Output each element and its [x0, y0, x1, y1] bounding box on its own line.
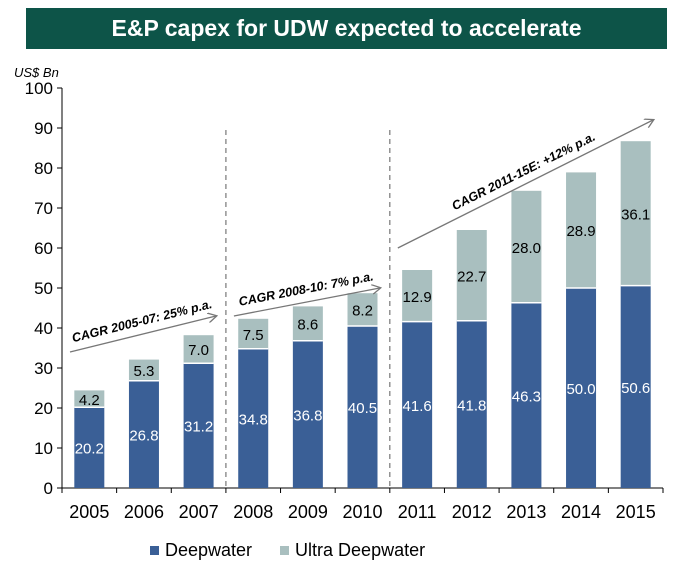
y-tick-label: 40 [34, 319, 53, 338]
legend-label-deepwater: Deepwater [165, 540, 253, 560]
x-tick-label: 2006 [124, 502, 164, 522]
data-label-ultra-deepwater: 28.0 [512, 240, 541, 257]
bar-ultra-deepwater [456, 230, 487, 321]
data-label-deepwater: 36.8 [293, 407, 322, 424]
bar-deepwater [347, 326, 378, 488]
y-tick-label: 80 [34, 159, 53, 178]
data-label-ultra-deepwater: 5.3 [134, 363, 155, 380]
bar-deepwater [456, 320, 487, 488]
legend-swatch-deepwater [150, 546, 159, 555]
x-tick-label: 2012 [452, 502, 492, 522]
data-label-ultra-deepwater: 8.2 [352, 303, 373, 320]
bar-deepwater [511, 302, 542, 488]
y-tick-label: 20 [34, 399, 53, 418]
data-label-deepwater: 50.0 [566, 381, 595, 398]
cagr-arrow [397, 120, 653, 249]
data-label-ultra-deepwater: 12.9 [403, 289, 432, 306]
bar-ultra-deepwater [511, 190, 542, 303]
data-label-ultra-deepwater: 8.6 [297, 317, 318, 334]
data-label-deepwater: 26.8 [129, 427, 158, 444]
y-tick-label: 0 [44, 479, 53, 498]
legend-swatch-ultra-deepwater [280, 546, 290, 555]
data-label-ultra-deepwater: 7.0 [188, 342, 209, 359]
data-label-ultra-deepwater: 4.2 [79, 392, 100, 409]
y-tick-label: 70 [34, 199, 53, 218]
x-tick-label: 2010 [342, 502, 382, 522]
y-tick-label: 100 [25, 79, 53, 98]
bar-ultra-deepwater [183, 335, 214, 364]
bar-deepwater [402, 321, 433, 488]
legend-label-ultra-deepwater: Ultra Deepwater [295, 540, 426, 560]
legend-item-ultra-deepwater: Ultra Deepwater [280, 540, 425, 561]
legend: Deepwater Ultra Deepwater [150, 540, 425, 561]
x-tick-label: 2013 [506, 502, 546, 522]
x-tick-label: 2007 [179, 502, 219, 522]
bar-ultra-deepwater [74, 390, 105, 408]
x-tick-label: 2015 [616, 502, 656, 522]
bar-deepwater [620, 285, 651, 488]
data-label-deepwater: 20.2 [75, 441, 104, 458]
cagr-arrow [69, 316, 216, 353]
x-tick-label: 2005 [69, 502, 109, 522]
bar-deepwater [292, 340, 323, 488]
data-label-deepwater: 46.3 [512, 388, 541, 405]
data-label-deepwater: 31.2 [184, 419, 213, 436]
bar-ultra-deepwater [238, 318, 269, 349]
data-label-ultra-deepwater: 22.7 [457, 268, 486, 285]
data-label-deepwater: 34.8 [239, 411, 268, 428]
bar-ultra-deepwater [128, 359, 159, 381]
bar-deepwater [566, 288, 597, 488]
x-tick-label: 2008 [233, 502, 273, 522]
data-label-deepwater: 41.8 [457, 397, 486, 414]
bar-ultra-deepwater [566, 172, 597, 288]
y-tick-label: 90 [34, 119, 53, 138]
data-label-ultra-deepwater: 28.9 [566, 223, 595, 240]
chart-title: E&P capex for UDW expected to accelerate [26, 8, 667, 49]
y-tick-label: 10 [34, 439, 53, 458]
x-tick-label: 2009 [288, 502, 328, 522]
y-axis-label: US$ Bn [14, 65, 59, 80]
x-tick-label: 2011 [398, 502, 437, 522]
bar-ultra-deepwater [292, 306, 323, 341]
legend-item-deepwater: Deepwater [150, 540, 252, 561]
x-tick-label: 2014 [561, 502, 601, 522]
bar-ultra-deepwater [620, 141, 651, 286]
bar-ultra-deepwater [402, 270, 433, 322]
data-label-ultra-deepwater: 7.5 [243, 327, 264, 344]
cagr-arrow [233, 288, 380, 317]
bar-deepwater [74, 407, 105, 488]
data-label-ultra-deepwater: 36.1 [621, 206, 650, 223]
bar-deepwater [128, 380, 159, 488]
bar-deepwater [183, 363, 214, 488]
bar-deepwater [238, 348, 269, 488]
y-tick-label: 50 [34, 279, 53, 298]
data-label-deepwater: 50.6 [621, 380, 650, 397]
data-label-deepwater: 41.6 [403, 398, 432, 415]
bar-ultra-deepwater [347, 293, 378, 326]
data-label-deepwater: 40.5 [348, 400, 377, 417]
y-tick-label: 60 [34, 239, 53, 258]
y-tick-label: 30 [34, 359, 53, 378]
